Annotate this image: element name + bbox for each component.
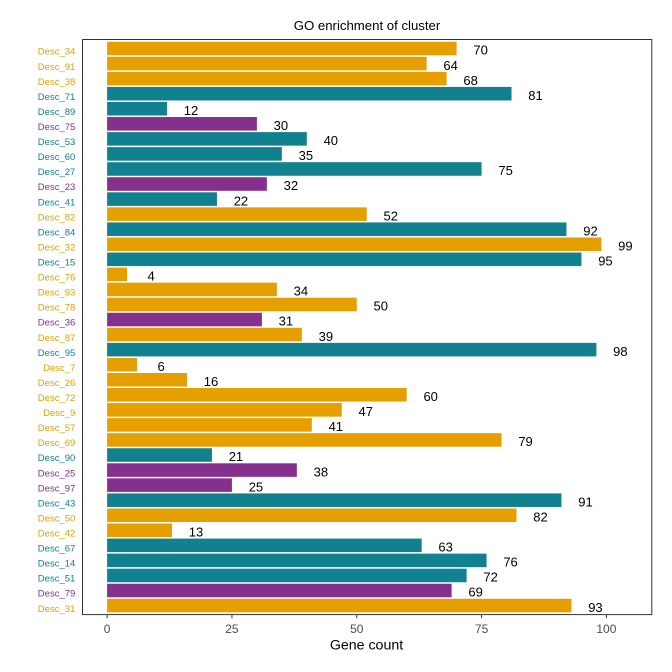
svg-text:25: 25 [225, 622, 239, 636]
svg-text:GO enrichment of cluster: GO enrichment of cluster [294, 18, 441, 33]
svg-text:Desc_78: Desc_78 [38, 303, 76, 314]
svg-text:68: 68 [463, 73, 477, 88]
svg-text:Desc_60: Desc_60 [38, 152, 76, 163]
svg-text:69: 69 [468, 585, 482, 600]
svg-text:0: 0 [104, 622, 111, 636]
svg-text:Desc_51: Desc_51 [38, 574, 76, 585]
svg-text:63: 63 [438, 540, 452, 555]
svg-text:Desc_90: Desc_90 [38, 453, 76, 464]
svg-text:13: 13 [189, 524, 203, 539]
svg-text:64: 64 [443, 58, 457, 73]
svg-text:35: 35 [299, 148, 313, 163]
svg-text:25: 25 [249, 479, 263, 494]
svg-text:31: 31 [279, 314, 293, 329]
svg-text:Desc_67: Desc_67 [38, 544, 76, 555]
svg-text:76: 76 [503, 555, 517, 570]
svg-text:75: 75 [475, 622, 489, 636]
svg-text:Desc_84: Desc_84 [38, 227, 76, 238]
svg-text:Desc_25: Desc_25 [38, 468, 76, 479]
svg-text:93: 93 [588, 600, 602, 615]
svg-text:Desc_23: Desc_23 [38, 182, 76, 193]
svg-text:22: 22 [234, 193, 248, 208]
svg-text:Desc_27: Desc_27 [38, 167, 76, 178]
svg-text:Desc_97: Desc_97 [38, 483, 76, 494]
svg-text:50: 50 [374, 299, 388, 314]
svg-text:92: 92 [583, 223, 597, 238]
svg-text:91: 91 [578, 494, 592, 509]
svg-text:100: 100 [596, 622, 616, 636]
svg-text:Desc_38: Desc_38 [38, 77, 76, 88]
svg-text:Desc_34: Desc_34 [38, 47, 76, 58]
svg-text:12: 12 [184, 103, 198, 118]
svg-text:70: 70 [473, 43, 487, 58]
svg-text:34: 34 [294, 284, 308, 299]
svg-text:4: 4 [147, 269, 154, 284]
svg-text:Desc_69: Desc_69 [38, 438, 76, 449]
svg-text:Desc_7: Desc_7 [43, 363, 75, 374]
svg-text:47: 47 [359, 404, 373, 419]
svg-text:Desc_43: Desc_43 [38, 498, 76, 509]
svg-text:60: 60 [423, 389, 437, 404]
svg-text:Desc_89: Desc_89 [38, 107, 76, 118]
svg-text:75: 75 [498, 163, 512, 178]
svg-text:Desc_87: Desc_87 [38, 333, 76, 344]
svg-text:Desc_91: Desc_91 [38, 62, 76, 73]
svg-text:Desc_72: Desc_72 [38, 393, 76, 404]
svg-text:30: 30 [274, 118, 288, 133]
svg-text:Desc_32: Desc_32 [38, 242, 76, 253]
svg-text:50: 50 [350, 622, 364, 636]
svg-text:Desc_57: Desc_57 [38, 423, 76, 434]
svg-text:Desc_53: Desc_53 [38, 137, 76, 148]
svg-text:40: 40 [324, 133, 338, 148]
svg-text:Desc_75: Desc_75 [38, 122, 76, 133]
svg-text:Desc_41: Desc_41 [38, 197, 76, 208]
svg-text:Desc_82: Desc_82 [38, 212, 76, 223]
svg-text:Desc_71: Desc_71 [38, 92, 76, 103]
svg-text:Desc_9: Desc_9 [43, 408, 75, 419]
svg-text:52: 52 [384, 208, 398, 223]
svg-text:Desc_36: Desc_36 [38, 318, 76, 329]
svg-text:38: 38 [314, 464, 328, 479]
svg-text:21: 21 [229, 449, 243, 464]
svg-text:6: 6 [157, 359, 164, 374]
svg-text:Desc_50: Desc_50 [38, 513, 76, 524]
svg-text:Desc_95: Desc_95 [38, 348, 76, 359]
svg-text:32: 32 [284, 178, 298, 193]
svg-text:Desc_93: Desc_93 [38, 288, 76, 299]
svg-text:39: 39 [319, 329, 333, 344]
svg-text:Desc_26: Desc_26 [38, 378, 76, 389]
svg-text:79: 79 [518, 434, 532, 449]
svg-text:72: 72 [483, 570, 497, 585]
svg-text:Desc_14: Desc_14 [38, 559, 76, 570]
svg-text:81: 81 [528, 88, 542, 103]
svg-text:Desc_42: Desc_42 [38, 528, 76, 539]
svg-text:Desc_15: Desc_15 [38, 258, 76, 269]
svg-text:41: 41 [329, 419, 343, 434]
svg-text:16: 16 [204, 374, 218, 389]
svg-text:Desc_31: Desc_31 [38, 604, 76, 615]
svg-text:Desc_79: Desc_79 [38, 589, 76, 600]
svg-text:95: 95 [598, 254, 612, 269]
svg-text:Gene count: Gene count [330, 638, 403, 654]
svg-text:99: 99 [618, 238, 632, 253]
svg-text:98: 98 [613, 344, 627, 359]
svg-text:82: 82 [533, 509, 547, 524]
svg-text:Desc_76: Desc_76 [38, 273, 76, 284]
